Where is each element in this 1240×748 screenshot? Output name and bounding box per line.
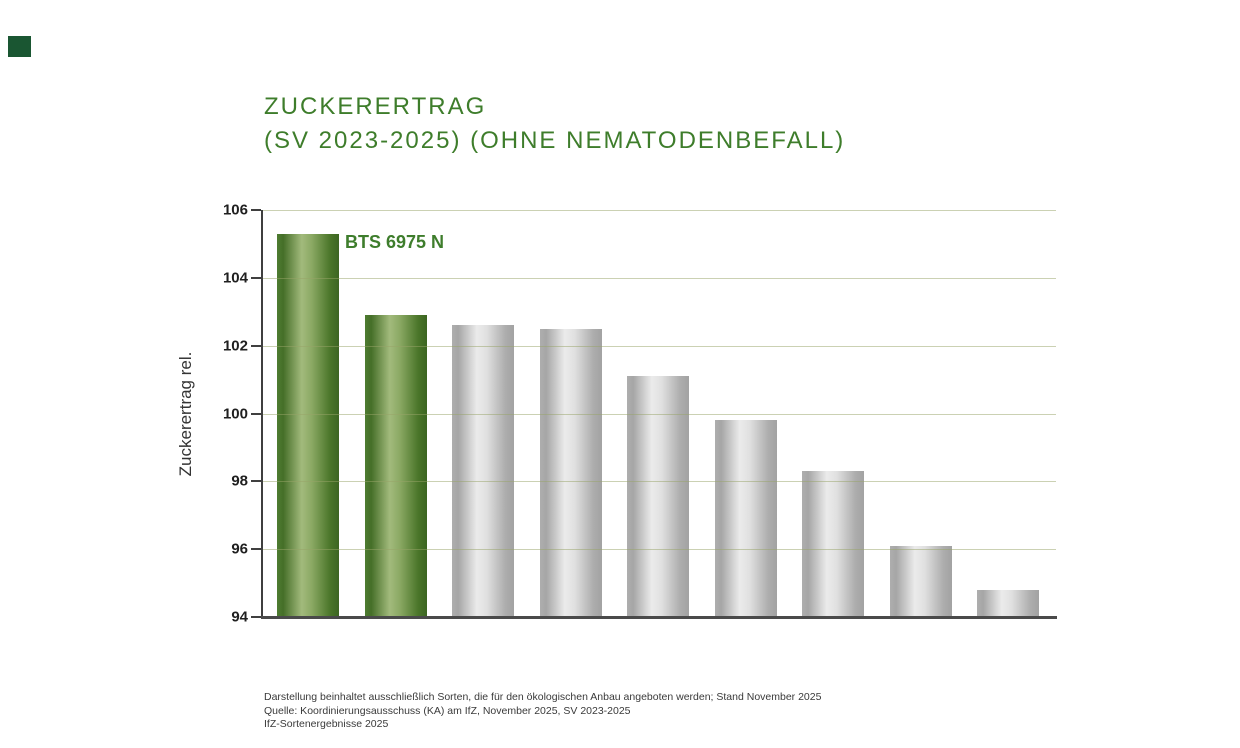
footnotes: Darstellung beinhaltet ausschließlich So… (264, 691, 821, 732)
y-tick-mark (251, 344, 261, 347)
chart-title-line1: ZUCKERERTRAG (264, 93, 487, 120)
bar-5 (627, 376, 689, 617)
y-tick-mark (251, 209, 261, 211)
gridline (263, 345, 1056, 347)
y-tick-mark (251, 548, 261, 551)
bar-2-highlighted (364, 315, 427, 617)
gridline (263, 413, 1056, 415)
brand-square-logo (8, 36, 31, 57)
gridline (263, 481, 1056, 483)
y-tick-label: 94 (231, 608, 248, 626)
y-tick-mark (251, 616, 261, 618)
y-tick-mark (251, 276, 261, 279)
bar-9 (977, 589, 1039, 617)
chart-title: ZUCKERERTRAG (SV 2023-2025) (OHNE NEMATO… (264, 90, 845, 158)
plot-area: Zuckerertrag rel. 106 104 102 100 98 96 94 BTS … (176, 202, 1057, 626)
y-tick-label: 102 (222, 337, 248, 355)
y-tick-label: 100 (222, 405, 248, 422)
bar-6 (714, 420, 777, 617)
gridline (263, 210, 1056, 211)
bar-annotation: BTS 6975 N (345, 232, 445, 252)
gridline (263, 549, 1056, 551)
footnote-line-3: IfZ-Sortenergebnisse 2025 (264, 718, 389, 731)
bar-7 (802, 471, 864, 617)
y-tick-label: 106 (222, 201, 248, 219)
y-tick-label: 98 (231, 472, 248, 490)
footnote-line-2: Quelle: Koordinierungsausschuss (KA) am … (264, 704, 631, 717)
x-axis-line (261, 616, 1057, 619)
bar-3 (452, 325, 514, 617)
y-tick-mark (251, 480, 261, 483)
y-tick-mark (251, 412, 261, 415)
y-tick-label: 96 (231, 540, 248, 558)
y-axis-line (261, 210, 263, 618)
bar-1-highlighted (277, 233, 339, 617)
footnote-line-1: Darstellung beinhaltet ausschließlich So… (264, 691, 822, 703)
chart-title-line2: (SV 2023-2025) (OHNE NEMATODENBEFALL) (264, 127, 846, 154)
gridline (263, 277, 1056, 279)
y-axis-title: Zuckerertrag rel. (176, 351, 195, 476)
bar-8 (889, 545, 952, 617)
bar-4 (539, 328, 602, 617)
y-tick-label: 104 (222, 269, 248, 287)
